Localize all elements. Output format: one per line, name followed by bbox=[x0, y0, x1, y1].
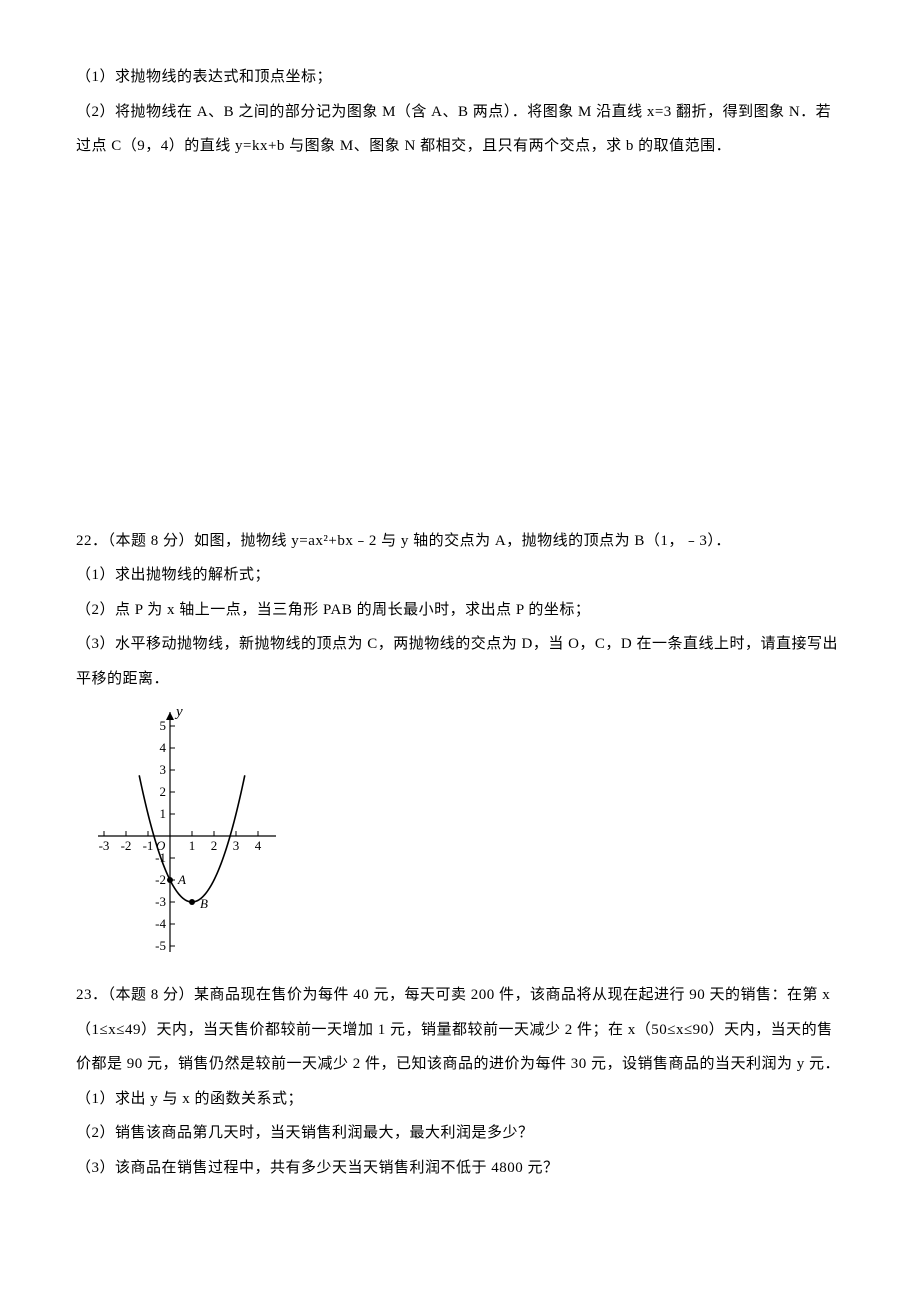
svg-text:1: 1 bbox=[189, 838, 196, 853]
q21-part1: （1）求抛物线的表达式和顶点坐标； bbox=[76, 60, 844, 95]
spacer-1 bbox=[76, 164, 844, 524]
q23-part2: （2）销售该商品第几天时，当天销售利润最大，最大利润是多少？ bbox=[76, 1116, 844, 1151]
svg-text:B: B bbox=[200, 896, 208, 911]
svg-text:-3: -3 bbox=[155, 894, 166, 909]
q23-head: 23．（本题 8 分）某商品现在售价为每件 40 元，每天可卖 200 件，该商… bbox=[76, 978, 844, 1082]
q23-part1: （1）求出 y 与 x 的函数关系式； bbox=[76, 1082, 844, 1117]
svg-text:-4: -4 bbox=[155, 916, 166, 931]
q22-chart: -3-2-112345-5-4-3-2-112345xyOAB bbox=[76, 700, 844, 978]
svg-text:-1: -1 bbox=[143, 838, 154, 853]
parabola-svg: -3-2-112345-5-4-3-2-112345xyOAB bbox=[76, 700, 276, 978]
svg-text:y: y bbox=[174, 704, 183, 720]
svg-text:2: 2 bbox=[211, 838, 218, 853]
svg-text:-2: -2 bbox=[155, 872, 166, 887]
q22-part3: （3）水平移动抛物线，新抛物线的顶点为 C，两抛物线的交点为 D，当 O，C，D… bbox=[76, 627, 844, 696]
svg-text:3: 3 bbox=[233, 838, 240, 853]
q21-part2: （2）将抛物线在 A、B 之间的部分记为图象 M（含 A、B 两点）．将图象 M… bbox=[76, 95, 844, 164]
q23-part3: （3）该商品在销售过程中，共有多少天当天销售利润不低于 4800 元？ bbox=[76, 1151, 844, 1186]
svg-text:1: 1 bbox=[160, 806, 167, 821]
svg-text:5: 5 bbox=[160, 718, 167, 733]
svg-text:4: 4 bbox=[160, 740, 167, 755]
svg-text:-3: -3 bbox=[99, 838, 110, 853]
svg-text:A: A bbox=[177, 872, 186, 887]
q22-part2: （2）点 P 为 x 轴上一点，当三角形 PAB 的周长最小时，求出点 P 的坐… bbox=[76, 593, 844, 628]
svg-text:4: 4 bbox=[255, 838, 262, 853]
svg-text:2: 2 bbox=[160, 784, 167, 799]
svg-text:-5: -5 bbox=[155, 938, 166, 953]
svg-text:-2: -2 bbox=[121, 838, 132, 853]
svg-text:3: 3 bbox=[160, 762, 167, 777]
q22-head: 22．（本题 8 分）如图，抛物线 y=ax²+bx﹣2 与 y 轴的交点为 A… bbox=[76, 524, 844, 559]
q22-part1: （1）求出抛物线的解析式； bbox=[76, 558, 844, 593]
